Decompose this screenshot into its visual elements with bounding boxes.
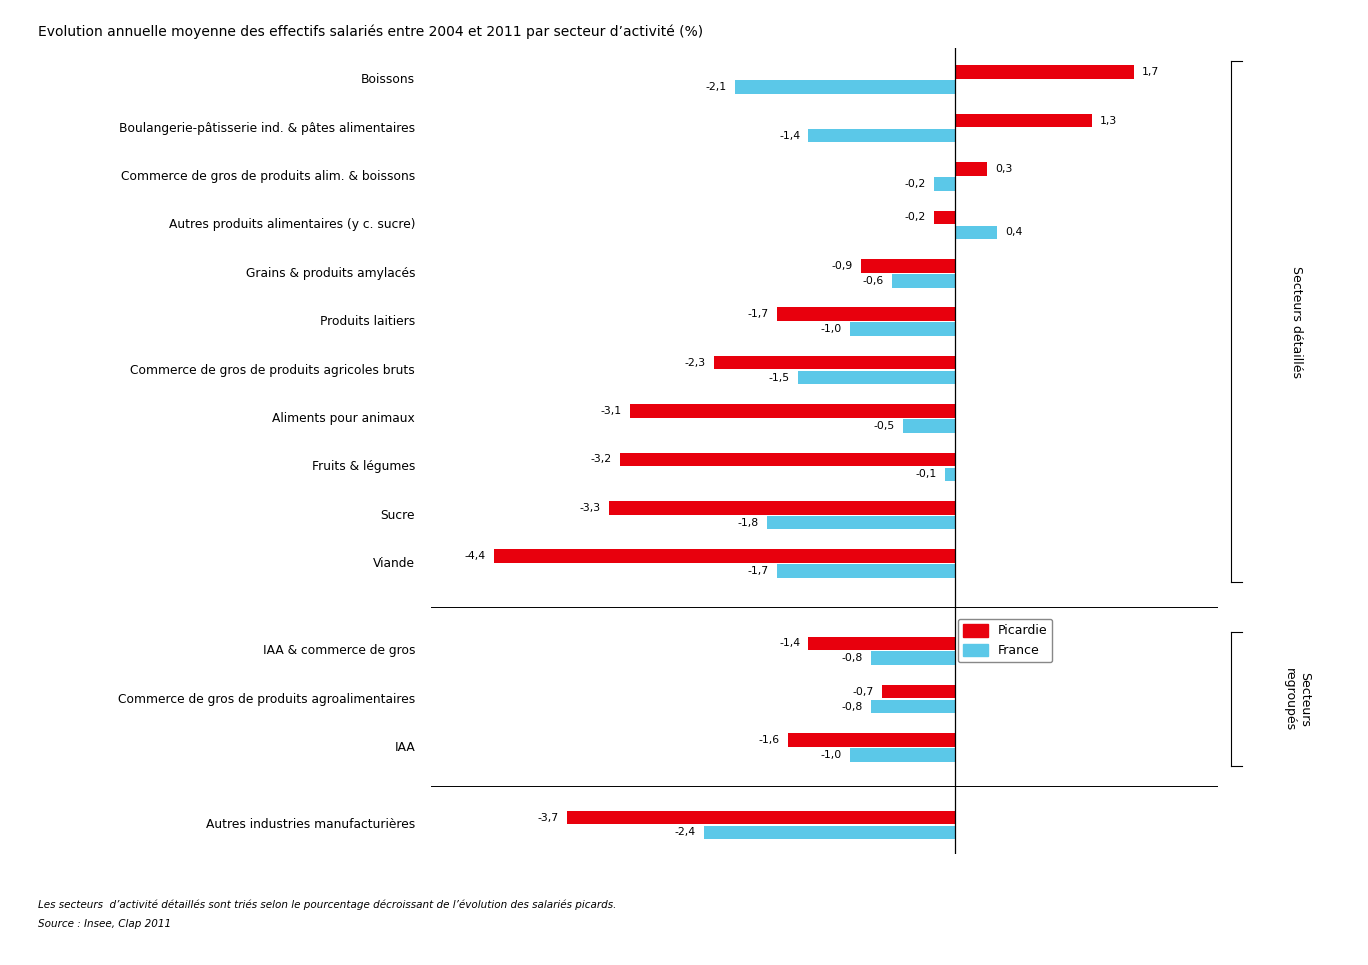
Bar	[788, 733, 955, 747]
Text: Grains & produits amylacés: Grains & produits amylacés	[246, 266, 416, 280]
Bar	[798, 371, 955, 384]
Text: Source : Insee, Clap 2011: Source : Insee, Clap 2011	[38, 919, 171, 928]
Bar	[871, 700, 955, 713]
Text: 0,3: 0,3	[995, 164, 1012, 174]
Text: -0,2: -0,2	[904, 212, 926, 223]
Bar	[714, 356, 955, 370]
Bar	[955, 162, 986, 176]
Text: -1,4: -1,4	[778, 130, 800, 141]
Bar	[955, 226, 997, 239]
Text: -3,2: -3,2	[590, 455, 611, 464]
Bar	[903, 419, 955, 432]
Text: -0,9: -0,9	[832, 261, 852, 271]
Text: -0,2: -0,2	[904, 179, 926, 189]
Bar	[777, 308, 955, 321]
Text: -1,6: -1,6	[758, 735, 780, 745]
Text: -1,5: -1,5	[769, 372, 789, 382]
Text: -1,7: -1,7	[747, 309, 769, 319]
Bar	[945, 468, 955, 482]
Bar	[871, 651, 955, 665]
Bar	[631, 404, 955, 418]
Text: Produits laitiers: Produits laitiers	[320, 316, 416, 328]
Text: Les secteurs  d’activité détaillés sont triés selon le pourcentage décroissant d: Les secteurs d’activité détaillés sont t…	[38, 899, 617, 910]
Text: Viande: Viande	[373, 557, 416, 570]
Text: -3,1: -3,1	[601, 406, 622, 416]
Text: IAA: IAA	[394, 741, 416, 754]
Text: -3,3: -3,3	[580, 503, 601, 512]
Text: -0,8: -0,8	[841, 702, 863, 711]
Text: -2,4: -2,4	[674, 827, 695, 838]
Bar	[934, 178, 955, 191]
Text: Autres industries manufacturières: Autres industries manufacturières	[207, 818, 416, 832]
Bar	[568, 811, 955, 824]
Legend: Picardie, France: Picardie, France	[958, 619, 1052, 662]
Bar	[735, 80, 955, 94]
Text: Secteurs
regroupés: Secteurs regroupés	[1283, 668, 1311, 731]
Text: 0,4: 0,4	[1005, 228, 1023, 237]
Bar	[882, 685, 955, 699]
Bar	[851, 748, 955, 761]
Bar	[703, 826, 955, 840]
Bar	[851, 322, 955, 336]
Text: -2,1: -2,1	[706, 82, 726, 93]
Bar	[494, 549, 955, 563]
Text: -0,6: -0,6	[863, 276, 884, 286]
Text: -1,8: -1,8	[737, 517, 758, 528]
Text: -0,5: -0,5	[873, 421, 895, 431]
Text: -1,0: -1,0	[821, 324, 843, 334]
Bar	[620, 453, 955, 466]
Bar	[934, 210, 955, 224]
Text: Fruits & légumes: Fruits & légumes	[312, 460, 416, 474]
Text: -1,7: -1,7	[747, 566, 769, 576]
Text: Commerce de gros de produits agricoles bruts: Commerce de gros de produits agricoles b…	[130, 364, 416, 376]
Text: Sucre: Sucre	[380, 509, 416, 522]
Bar	[808, 637, 955, 650]
Text: -0,7: -0,7	[852, 687, 874, 697]
Bar	[609, 501, 955, 514]
Text: 1,7: 1,7	[1142, 68, 1159, 77]
Text: 1,3: 1,3	[1100, 116, 1118, 125]
Text: -1,4: -1,4	[778, 638, 800, 648]
Text: -0,8: -0,8	[841, 653, 863, 663]
Text: Boulangerie-pâtisserie ind. & pâtes alimentaires: Boulangerie-pâtisserie ind. & pâtes alim…	[119, 122, 416, 134]
Text: -4,4: -4,4	[464, 551, 486, 562]
Bar	[860, 259, 955, 272]
Bar	[955, 66, 1134, 79]
Text: Commerce de gros de produits agroalimentaires: Commerce de gros de produits agroaliment…	[118, 693, 416, 705]
Text: IAA & commerce de gros: IAA & commerce de gros	[263, 645, 416, 657]
Bar	[955, 114, 1092, 127]
Bar	[766, 516, 955, 530]
Text: Autres produits alimentaires (y c. sucre): Autres produits alimentaires (y c. sucre…	[168, 218, 416, 232]
Text: Commerce de gros de produits alim. & boissons: Commerce de gros de produits alim. & boi…	[120, 170, 416, 183]
Text: Aliments pour animaux: Aliments pour animaux	[272, 412, 416, 425]
Text: -0,1: -0,1	[915, 469, 937, 480]
Text: -2,3: -2,3	[684, 358, 706, 368]
Text: Secteurs détaillés: Secteurs détaillés	[1290, 265, 1304, 377]
Text: Evolution annuelle moyenne des effectifs salariés entre 2004 et 2011 par secteur: Evolution annuelle moyenne des effectifs…	[38, 24, 703, 39]
Bar	[777, 565, 955, 578]
Bar	[808, 128, 955, 142]
Text: -3,7: -3,7	[538, 813, 560, 822]
Text: -1,0: -1,0	[821, 750, 843, 760]
Text: Boissons: Boissons	[361, 73, 416, 86]
Bar	[892, 274, 955, 288]
